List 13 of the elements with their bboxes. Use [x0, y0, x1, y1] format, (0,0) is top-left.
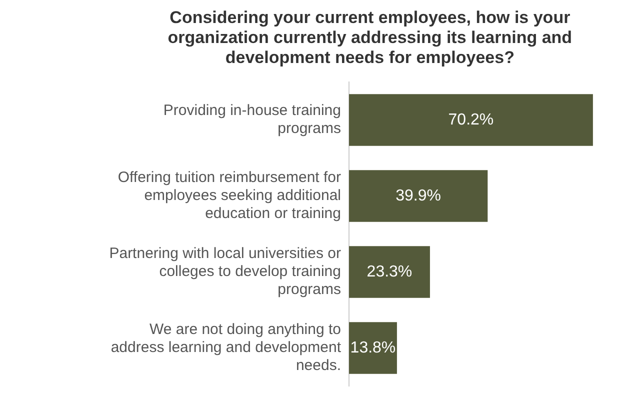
- bar: [349, 246, 430, 298]
- y-tick-label: Offering tuition reimbursement for employees seeking additional education or training: [118, 169, 342, 222]
- y-tick-label: Providing in-house training programs: [163, 102, 341, 138]
- y-tick-label: We are not doing anything to address learning and development needs.: [110, 321, 342, 374]
- chart-title: Considering your current employees, how is your organization currently addressing its learning and development needs for employees?: [168, 8, 572, 68]
- data-label: 23.3%: [366, 263, 412, 280]
- data-label: 39.9%: [396, 187, 442, 204]
- data-label: 13.8%: [350, 339, 396, 356]
- data-label: 70.2%: [448, 111, 494, 128]
- bar: [349, 170, 488, 222]
- y-tick-label: Partnering with local universities or colleges to develop training programs: [109, 245, 341, 298]
- bar: [349, 94, 593, 146]
- bar: [349, 322, 397, 374]
